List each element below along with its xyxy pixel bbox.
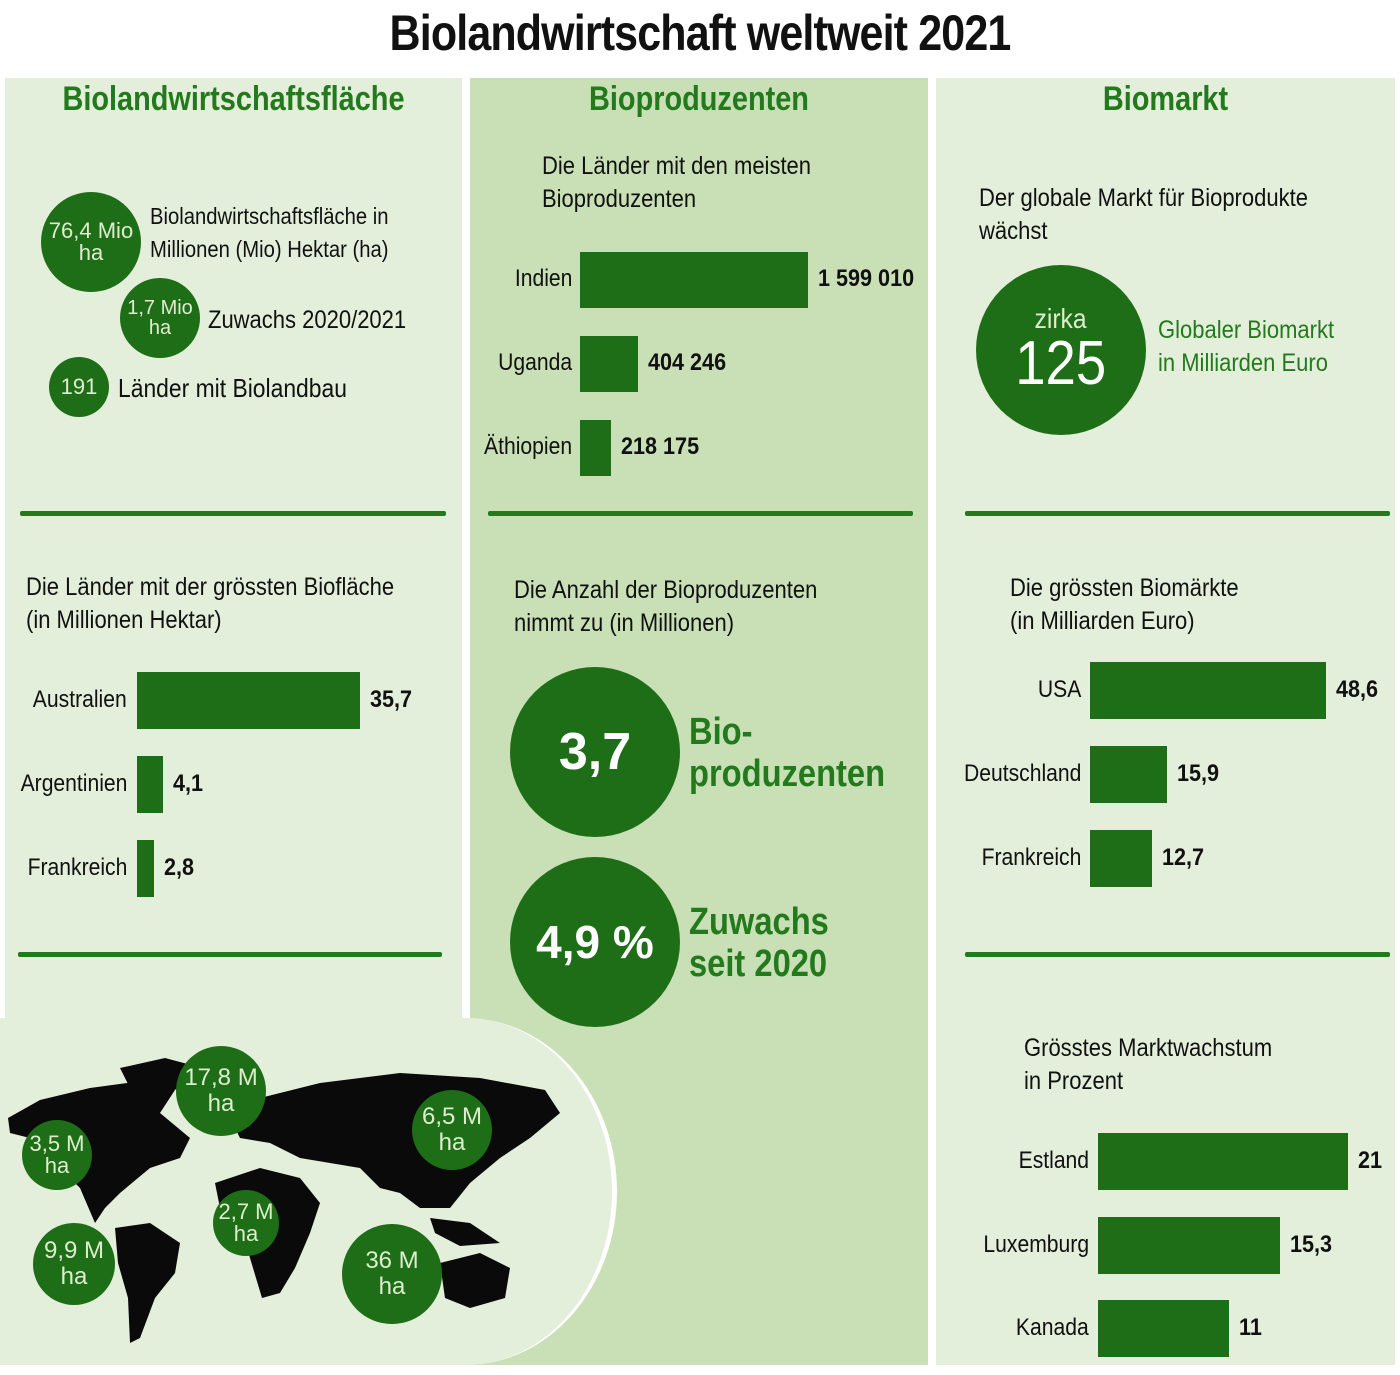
bar-category-label: Indien	[514, 265, 572, 292]
bar-value-label: 21	[1358, 1146, 1383, 1174]
north-america-shape	[8, 1080, 190, 1223]
bar	[580, 336, 638, 392]
stat-label: Zuwachs 2020/2021	[208, 306, 407, 334]
chart-title: Die grössten Biomärkte	[1010, 574, 1239, 602]
producers-count-circle: 3,7	[510, 667, 680, 837]
chart-title: in Prozent	[1024, 1067, 1124, 1095]
stat-value: 1,7 Mio	[127, 297, 193, 319]
producers-count-value: 3,7	[558, 723, 632, 781]
chart-title: Grösstes Marktwachstum	[1024, 1034, 1273, 1062]
australia-shape	[440, 1253, 510, 1308]
stat-circle-area: 76,4 Mio ha	[41, 192, 141, 292]
bar	[137, 756, 163, 813]
market-value: 125	[1015, 329, 1107, 398]
market-label: Globaler Biomarkt	[1158, 316, 1335, 344]
south-america-shape	[115, 1223, 180, 1343]
bar-category-label: Deutschland	[963, 759, 1081, 787]
divider	[18, 952, 442, 957]
bar	[137, 840, 155, 897]
stat-label: Länder mit Biolandbau	[118, 373, 347, 403]
bar-value-label: 12,7	[1161, 843, 1204, 871]
divider	[965, 952, 1390, 957]
bar	[580, 252, 808, 308]
bar	[1098, 1133, 1348, 1190]
page-title: Biolandwirtschaft weltweit 2021	[389, 5, 1012, 61]
market-subtitle: wächst	[979, 217, 1048, 245]
bar-value-label: 35,7	[370, 685, 413, 713]
heading-area: Biolandwirtschaftsfläche	[62, 80, 405, 118]
bar-value-label: 15,3	[1290, 1230, 1333, 1258]
stat-unit: ha	[148, 317, 172, 339]
asia-islands-shape	[430, 1218, 500, 1246]
chart-title: Bioproduzenten	[542, 185, 697, 213]
bar-category-label: Argentinien	[20, 769, 127, 797]
bar-category-label: Australien	[33, 685, 127, 713]
bar	[1098, 1217, 1281, 1274]
stat-value: 191	[60, 374, 98, 399]
bar-category-label: Frankreich	[27, 853, 127, 881]
producers-growth-label: seit 2020	[689, 943, 828, 985]
producers-count-label: Bio-	[689, 711, 753, 753]
divider	[20, 511, 446, 516]
market-circle: zirka 125	[976, 265, 1146, 435]
bar-value-label: 15,9	[1177, 759, 1220, 787]
bar	[137, 672, 360, 729]
bar-category-label: USA	[1037, 675, 1081, 703]
producers-count-label: produzenten	[689, 753, 886, 795]
producers-growth-label: Zuwachs	[689, 901, 829, 943]
bar-category-label: Kanada	[1016, 1313, 1089, 1341]
market-prefix: zirka	[1034, 303, 1088, 334]
divider	[965, 511, 1390, 516]
stat-label: Millionen (Mio) Hektar (ha)	[150, 236, 389, 262]
market-subtitle: Der globale Markt für Bioprodukte	[979, 184, 1308, 212]
market-label: in Milliarden Euro	[1158, 349, 1328, 377]
bar	[1098, 1300, 1229, 1357]
bar-value-label: 218 175	[621, 433, 700, 460]
world-map	[8, 1058, 560, 1343]
bar-value-label: 404 246	[647, 349, 726, 376]
producers-growth-value: 4,9 %	[536, 916, 654, 968]
heading-market: Biomarkt	[1102, 80, 1229, 118]
stat-unit: ha	[78, 240, 104, 265]
producers-subtitle: Die Anzahl der Bioproduzenten	[514, 576, 818, 604]
bar	[1090, 662, 1326, 719]
bar	[1090, 746, 1168, 803]
bar-category-label: Estland	[1018, 1146, 1089, 1174]
bar-value-label: 1 599 010	[818, 265, 915, 292]
bar	[580, 420, 612, 476]
bar-category-label: Frankreich	[981, 843, 1081, 871]
producers-growth-circle: 4,9 %	[510, 857, 680, 1027]
bar-value-label: 11	[1238, 1313, 1262, 1341]
chart-title: Die Länder mit den meisten	[542, 152, 812, 180]
producers-subtitle: nimmt zu (in Millionen)	[514, 609, 735, 637]
bar-category-label: Uganda	[498, 349, 572, 376]
stat-circle-countries: 191	[49, 357, 109, 417]
stat-circle-growth: 1,7 Mio ha	[120, 278, 200, 358]
bar	[1090, 830, 1152, 887]
divider	[488, 511, 913, 516]
chart-title: Die Länder mit der grössten Biofläche	[26, 573, 395, 601]
bar-category-label: Äthiopien	[483, 433, 572, 460]
stat-value: 76,4 Mio	[48, 218, 134, 243]
chart-title: (in Millionen Hektar)	[26, 606, 222, 634]
bar-category-label: Luxemburg	[983, 1230, 1089, 1258]
stat-label: Biolandwirtschaftsfläche in	[150, 203, 389, 229]
bar-value-label: 4,1	[172, 769, 203, 797]
heading-producers: Bioproduzenten	[589, 80, 809, 118]
chart-title: (in Milliarden Euro)	[1010, 607, 1195, 635]
bar-value-label: 48,6	[1336, 675, 1379, 703]
bar-value-label: 2,8	[164, 853, 195, 881]
